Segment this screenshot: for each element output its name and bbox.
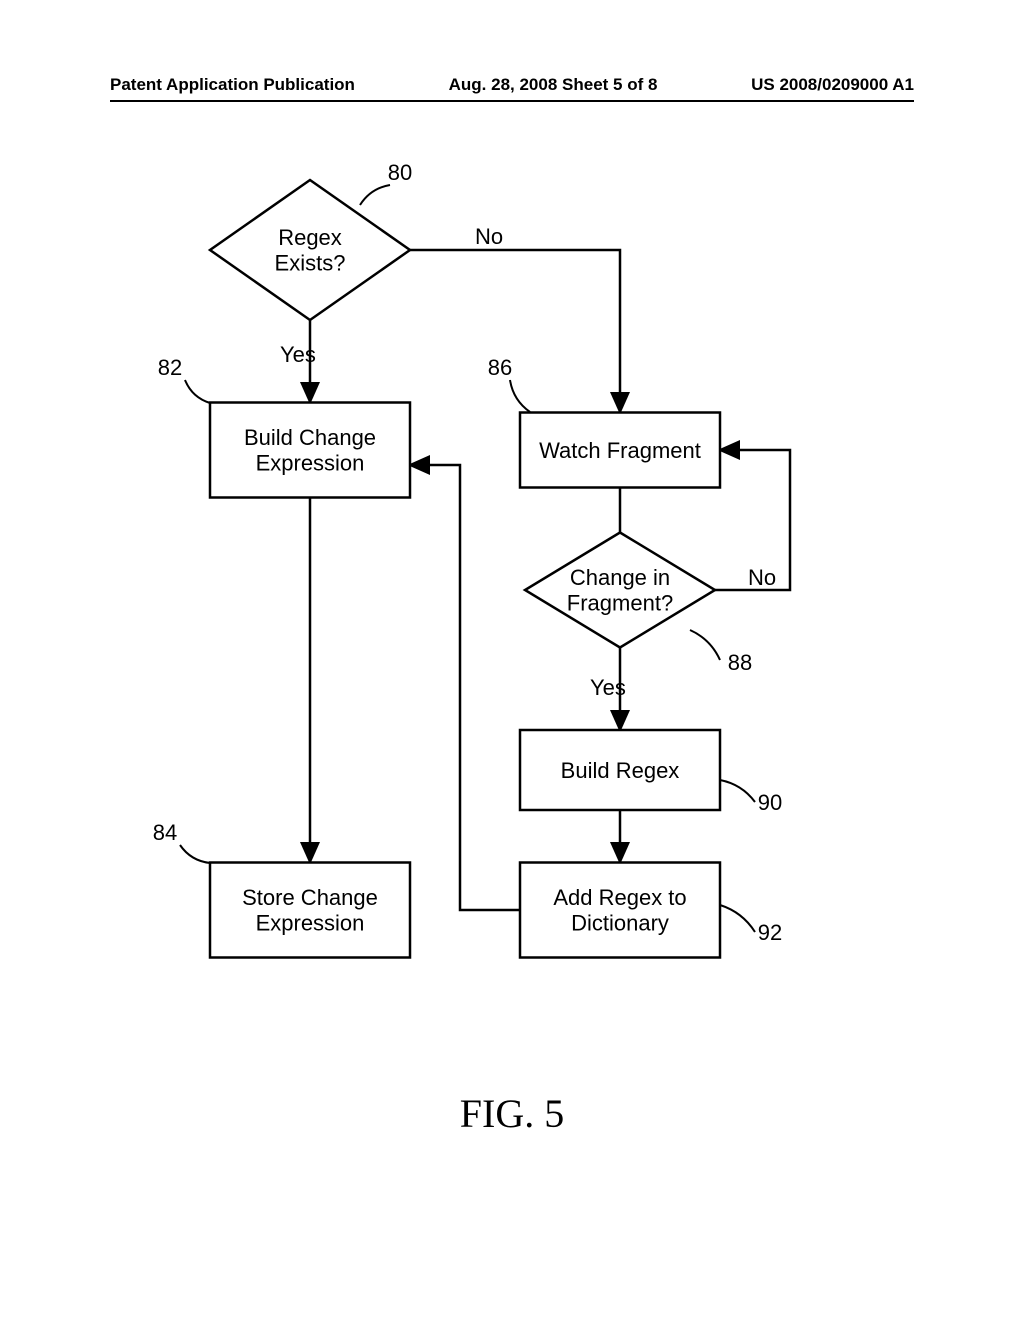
page-header: Patent Application Publication Aug. 28, …	[0, 75, 1024, 95]
svg-text:Dictionary: Dictionary	[571, 910, 669, 935]
header-rule	[110, 100, 914, 102]
svg-text:Store Change: Store Change	[242, 885, 378, 910]
svg-text:88: 88	[728, 650, 752, 675]
svg-text:92: 92	[758, 920, 782, 945]
svg-text:Expression: Expression	[256, 450, 365, 475]
svg-text:Yes: Yes	[590, 675, 626, 700]
svg-text:90: 90	[758, 790, 782, 815]
header-right: US 2008/0209000 A1	[751, 75, 914, 95]
svg-text:Exists?: Exists?	[275, 250, 346, 275]
svg-text:Yes: Yes	[280, 342, 316, 367]
svg-text:84: 84	[153, 820, 177, 845]
svg-text:80: 80	[388, 160, 412, 185]
svg-text:No: No	[475, 224, 503, 249]
svg-text:Watch Fragment: Watch Fragment	[539, 438, 701, 463]
header-center: Aug. 28, 2008 Sheet 5 of 8	[449, 75, 658, 95]
svg-text:No: No	[748, 565, 776, 590]
svg-text:Expression: Expression	[256, 910, 365, 935]
svg-text:Build Change: Build Change	[244, 425, 376, 450]
svg-text:Change in: Change in	[570, 565, 670, 590]
flowchart-svg: NoYesNoYes RegexExists?Build ChangeExpre…	[0, 150, 1024, 1050]
header-left: Patent Application Publication	[110, 75, 355, 95]
figure-label: FIG. 5	[0, 1090, 1024, 1137]
flowchart-container: NoYesNoYes RegexExists?Build ChangeExpre…	[0, 150, 1024, 1050]
svg-text:82: 82	[158, 355, 182, 380]
svg-text:Regex: Regex	[278, 225, 342, 250]
svg-text:Add Regex to: Add Regex to	[553, 885, 686, 910]
svg-text:86: 86	[488, 355, 512, 380]
svg-text:Build Regex: Build Regex	[561, 758, 680, 783]
svg-text:Fragment?: Fragment?	[567, 590, 673, 615]
